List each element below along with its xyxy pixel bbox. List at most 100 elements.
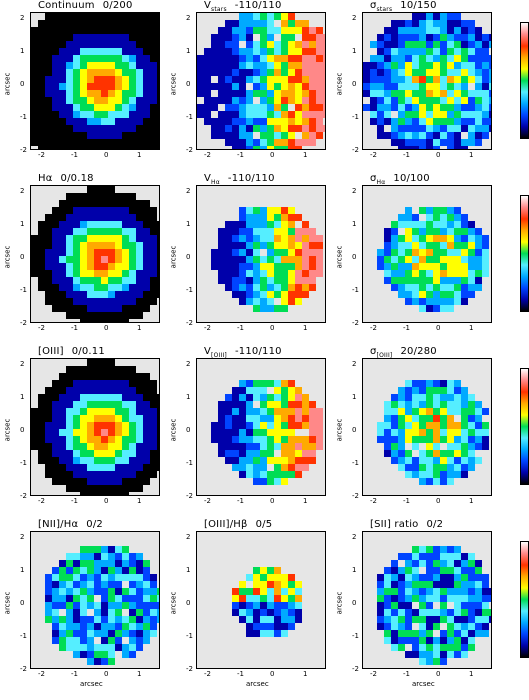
map-pixel — [122, 450, 129, 457]
map-pixel — [239, 277, 246, 284]
map-pixel — [66, 567, 73, 574]
map-pixel — [115, 41, 122, 48]
map-pixel — [122, 478, 129, 485]
map-pixel — [316, 256, 323, 263]
map-pixel — [426, 560, 433, 567]
map-pixel — [461, 277, 468, 284]
map-pixel — [150, 284, 157, 291]
map-pixel — [377, 574, 384, 581]
map-pixel — [468, 235, 475, 242]
map-pixel — [108, 284, 115, 291]
map-pixel — [461, 623, 468, 630]
map-pixel — [281, 457, 288, 464]
map-pixel — [143, 394, 150, 401]
map-pixel — [129, 27, 136, 34]
map-pixel — [447, 380, 454, 387]
map-pixel — [108, 553, 115, 560]
map-pixel — [232, 588, 239, 595]
map-pixel — [115, 574, 122, 581]
map-pixel — [253, 256, 260, 263]
y-tick-label: -2 — [352, 319, 359, 327]
map-pixel — [108, 644, 115, 651]
y-tick-label: 0 — [186, 80, 191, 88]
map-pixel — [52, 221, 59, 228]
map-pixel — [136, 13, 143, 20]
map-pixel — [143, 270, 150, 277]
map-pixel — [253, 471, 260, 478]
map-pixel — [419, 62, 426, 69]
map-pixel — [129, 256, 136, 263]
map-pixel — [94, 359, 101, 366]
map-pixel — [461, 616, 468, 623]
map-pixel — [384, 41, 391, 48]
map-pixel — [157, 104, 159, 111]
map-pixel — [66, 401, 73, 408]
map-pixel — [454, 132, 461, 139]
map-pixel — [426, 574, 433, 581]
map-pixel — [101, 111, 108, 118]
map-pixel — [309, 263, 316, 270]
map-pixel — [218, 27, 225, 34]
map-pixel — [281, 380, 288, 387]
map-pixel — [108, 298, 115, 305]
map-pixel — [295, 41, 302, 48]
map-pixel — [281, 242, 288, 249]
map-pixel — [454, 464, 461, 471]
map-pixel — [59, 415, 66, 422]
map-pixel — [274, 429, 281, 436]
map-pixel — [80, 83, 87, 90]
map-pixel — [454, 637, 461, 644]
map-plot — [30, 185, 160, 323]
map-pixel — [405, 436, 412, 443]
map-pixel — [129, 221, 136, 228]
map-pixel — [433, 651, 440, 658]
map-pixel — [143, 97, 150, 104]
y-tick-label: -2 — [352, 665, 359, 673]
map-pixel — [274, 602, 281, 609]
map-pixel — [239, 380, 246, 387]
map-pixel — [80, 387, 87, 394]
map-pixel — [239, 249, 246, 256]
map-pixel — [204, 111, 211, 118]
y-tick-label: 2 — [20, 360, 25, 368]
map-pixel — [475, 83, 482, 90]
map-pixel — [150, 291, 157, 298]
map-pixel — [482, 249, 489, 256]
map-pixel — [302, 41, 309, 48]
map-pixel — [108, 450, 115, 457]
map-pixel — [433, 20, 440, 27]
map-pixel — [101, 20, 108, 27]
map-pixel — [454, 256, 461, 263]
map-pixel — [267, 478, 274, 485]
map-pixel — [225, 408, 232, 415]
map-pixel — [377, 422, 384, 429]
map-pixel — [447, 69, 454, 76]
map-pixel — [309, 249, 316, 256]
map-pixel — [384, 450, 391, 457]
map-pixel — [384, 415, 391, 422]
map-pixel — [267, 567, 274, 574]
map-pixel — [129, 235, 136, 242]
map-pixel — [218, 69, 225, 76]
map-pixel — [66, 221, 73, 228]
map-pixel — [94, 305, 101, 312]
map-pixel — [489, 104, 491, 111]
map-pixel — [412, 55, 419, 62]
map-pixel — [309, 83, 316, 90]
map-pixel — [267, 111, 274, 118]
map-pixel — [115, 34, 122, 41]
map-pixel — [412, 401, 419, 408]
y-axis-label: arcsec — [335, 591, 344, 615]
y-axis-label: arcsec — [3, 245, 12, 269]
map-pixel — [129, 588, 136, 595]
panel-title: Vstars -110/110 — [204, 0, 282, 13]
map-pixel — [405, 616, 412, 623]
map-pixel — [38, 457, 45, 464]
map-pixel — [122, 464, 129, 471]
map-pixel — [288, 443, 295, 450]
map-pixel — [94, 41, 101, 48]
map-pixel — [218, 48, 225, 55]
map-pixel — [433, 97, 440, 104]
map-pixel — [115, 228, 122, 235]
map-pixel — [468, 277, 475, 284]
